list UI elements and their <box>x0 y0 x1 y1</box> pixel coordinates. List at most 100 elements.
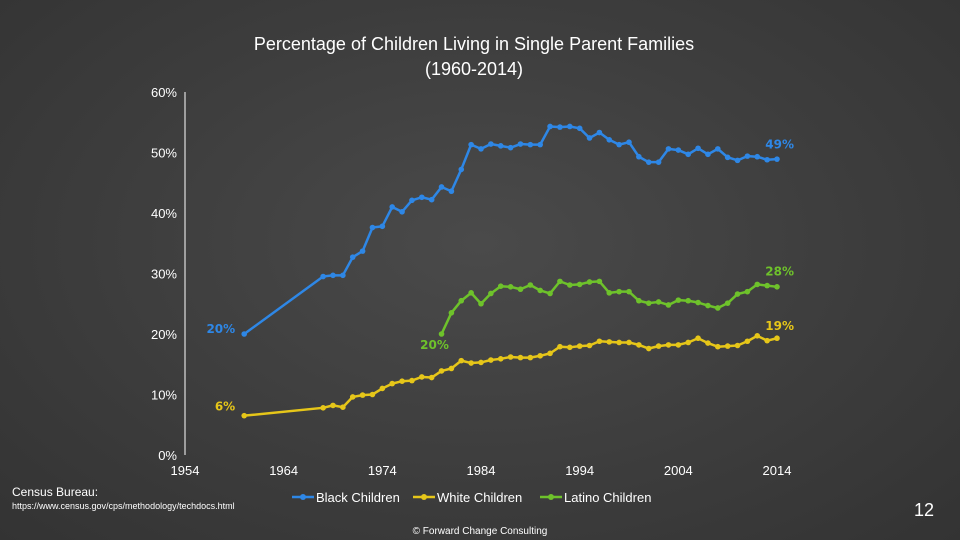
page-number: 12 <box>913 500 934 520</box>
data-point-black-children <box>458 166 465 173</box>
data-point-black-children <box>754 153 761 160</box>
data-point-black-children <box>557 124 563 130</box>
data-point-black-children <box>616 141 622 148</box>
x-tick-label: 2014 <box>763 463 792 478</box>
data-point-white-children <box>379 385 386 392</box>
legend-label-latino-children: Latino Children <box>564 490 651 505</box>
legend-label-black-children: Black Children <box>316 490 400 505</box>
data-point-latino-children <box>655 299 662 305</box>
data-point-latino-children <box>675 297 682 303</box>
data-point-black-children <box>645 159 652 165</box>
data-point-latino-children <box>586 279 593 285</box>
data-point-white-children <box>409 377 415 384</box>
source-label: Census Bureau: <box>12 485 99 499</box>
data-point-latino-children <box>705 302 711 309</box>
data-point-latino-children <box>567 282 573 288</box>
data-label-black-children: 49% <box>765 138 794 152</box>
data-point-black-children <box>241 331 247 337</box>
data-point-latino-children <box>576 281 583 288</box>
data-point-black-children <box>675 147 682 153</box>
chart-axes: 0% 10% 20% 30% 40% 50% 60% 1954 1964 1974 1984 1994… <box>151 85 791 478</box>
data-point-black-children <box>537 141 543 148</box>
data-point-black-children <box>665 146 672 152</box>
data-point-latino-children <box>468 290 474 296</box>
data-point-latino-children <box>616 288 622 295</box>
data-point-white-children <box>576 343 583 349</box>
data-point-white-children <box>448 365 455 372</box>
data-point-white-children <box>645 345 652 352</box>
data-point-black-children <box>744 153 751 159</box>
data-point-black-children <box>626 139 632 146</box>
data-point-black-children <box>774 156 780 162</box>
data-point-black-children <box>606 136 613 143</box>
legend-marker-latino-children <box>548 494 554 500</box>
data-point-white-children <box>517 354 524 361</box>
data-point-black-children <box>596 129 603 136</box>
data-point-white-children <box>665 342 672 348</box>
chart-title: Percentage of Children Living in Single … <box>254 34 694 54</box>
data-point-white-children <box>616 339 622 346</box>
data-point-latino-children <box>537 287 543 294</box>
data-point-white-children <box>468 360 474 366</box>
data-point-black-children <box>438 184 445 190</box>
data-point-black-children <box>369 224 376 231</box>
data-point-white-children <box>596 338 603 345</box>
data-point-white-children <box>389 380 396 387</box>
data-point-white-children <box>754 333 761 339</box>
data-point-white-children <box>438 368 445 374</box>
data-point-latino-children <box>636 297 642 304</box>
x-tick-label: 1994 <box>565 463 594 478</box>
data-point-white-children <box>537 352 543 359</box>
data-point-latino-children <box>438 331 445 337</box>
data-point-latino-children <box>606 290 613 296</box>
data-point-black-children <box>655 159 662 165</box>
x-tick-label: 1964 <box>269 463 298 478</box>
data-point-black-children <box>724 154 731 161</box>
data-label-latino-children: 20% <box>420 338 449 352</box>
data-point-black-children <box>715 146 721 152</box>
data-point-white-children <box>586 342 593 349</box>
y-tick-label: 40% <box>151 206 177 221</box>
data-point-black-children <box>399 208 405 215</box>
data-point-black-children <box>497 143 504 149</box>
x-tick-label: 1954 <box>171 463 200 478</box>
data-point-latino-children <box>695 299 701 306</box>
data-point-black-children <box>636 153 642 160</box>
data-point-white-children <box>359 392 366 398</box>
data-point-latino-children <box>478 300 484 307</box>
data-point-black-children <box>359 248 366 254</box>
y-tick-label: 60% <box>151 85 177 100</box>
data-point-black-children <box>379 223 386 230</box>
data-point-latino-children <box>685 297 691 304</box>
data-point-latino-children <box>596 278 603 285</box>
data-point-black-children <box>428 196 435 203</box>
data-point-white-children <box>744 338 751 345</box>
data-point-latino-children <box>774 284 780 290</box>
data-point-white-children <box>724 343 731 349</box>
data-label-black-children: 20% <box>206 322 235 336</box>
y-tick-label: 50% <box>151 146 177 161</box>
data-point-black-children <box>507 144 514 151</box>
data-point-black-children <box>527 141 534 148</box>
data-point-latino-children <box>517 286 524 293</box>
data-point-black-children <box>567 123 573 130</box>
data-point-latino-children <box>458 297 465 304</box>
data-point-white-children <box>675 342 682 348</box>
data-point-latino-children <box>645 300 652 306</box>
data-point-black-children <box>409 197 415 204</box>
data-point-black-children <box>695 145 701 152</box>
data-point-latino-children <box>715 305 721 311</box>
data-point-black-children <box>419 194 425 201</box>
data-point-white-children <box>488 357 494 363</box>
legend-marker-black-children <box>300 494 306 500</box>
legend-label-white-children: White Children <box>437 490 522 505</box>
data-point-white-children <box>507 354 514 360</box>
data-point-white-children <box>557 343 563 350</box>
data-point-black-children <box>340 272 346 279</box>
data-point-latino-children <box>547 290 553 297</box>
series-line-white-children <box>244 334 778 417</box>
data-point-latino-children <box>754 281 761 288</box>
chart-subtitle: (1960-2014) <box>425 59 523 79</box>
data-point-latino-children <box>507 284 514 290</box>
